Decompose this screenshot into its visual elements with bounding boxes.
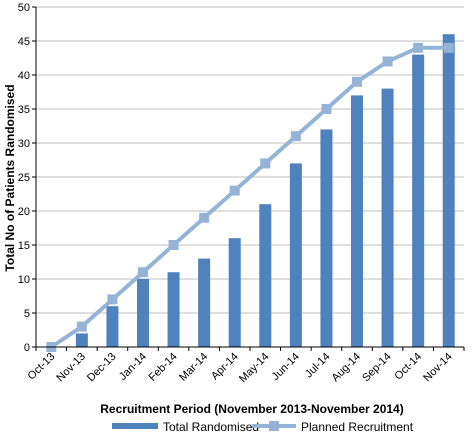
x-tick-label: Nov-14 — [421, 351, 455, 385]
x-tick-label: Aug-14 — [330, 351, 364, 385]
x-tick-label: Nov-13 — [54, 351, 88, 385]
x-tick-label: Mar-14 — [177, 351, 210, 384]
legend-label-total-randomised: Total Randomised — [163, 420, 259, 432]
marker-planned-recruitment — [76, 321, 87, 332]
x-tick-label: Dec-13 — [85, 351, 119, 385]
y-tick-label: 25 — [18, 172, 30, 184]
marker-planned-recruitment — [107, 294, 118, 305]
bar-total-randomised — [259, 204, 272, 347]
x-tick-label: Jan-14 — [117, 351, 149, 383]
y-axis-title: Total No of Patients Randomised — [3, 84, 17, 271]
bar-total-randomised — [228, 238, 241, 347]
bar-total-randomised — [137, 279, 149, 347]
y-tick-label: 30 — [18, 138, 30, 150]
marker-planned-recruitment — [168, 240, 179, 250]
x-tick-label: Jul-14 — [303, 351, 333, 381]
legend-swatch-total-randomised — [112, 423, 158, 429]
y-tick-label: 5 — [24, 308, 30, 320]
line-planned-recruitment — [46, 42, 454, 352]
marker-planned-recruitment — [229, 185, 240, 196]
marker-planned-recruitment — [352, 76, 362, 87]
x-tick-label: Feb-14 — [147, 351, 180, 384]
y-tick-label: 20 — [18, 206, 30, 218]
legend: Total Randomised Planned Recruitment — [112, 420, 414, 432]
y-tick-label: 35 — [18, 104, 30, 116]
series-line-planned-recruitment — [50, 45, 449, 349]
bar-total-randomised — [289, 163, 302, 347]
bar-total-randomised — [198, 258, 211, 347]
x-tick-label: May-14 — [237, 351, 271, 385]
bar-total-randomised — [351, 95, 363, 348]
x-tick-label: Oct-14 — [392, 351, 424, 383]
bar-total-randomised — [167, 272, 180, 347]
bar-total-randomised — [106, 306, 119, 347]
marker-planned-recruitment — [443, 42, 454, 53]
y-tick-label: 50 — [18, 2, 30, 14]
marker-planned-recruitment — [290, 131, 301, 142]
marker-planned-recruitment — [321, 104, 332, 114]
bars-total-randomised — [75, 34, 455, 348]
x-tick-labels: Oct-13Nov-13Dec-13Jan-14Feb-14Mar-14Apr-… — [26, 351, 455, 385]
bar-total-randomised — [75, 333, 88, 347]
bar-total-randomised — [320, 129, 333, 347]
y-tick-label: 40 — [18, 70, 30, 82]
marker-planned-recruitment — [413, 42, 424, 53]
axes — [32, 6, 465, 351]
y-tick-label: 10 — [18, 274, 30, 286]
marker-planned-recruitment — [382, 56, 393, 67]
x-axis-title: Recruitment Period (November 2013-Novemb… — [100, 402, 403, 416]
legend-marker-planned-recruitment — [269, 421, 279, 431]
y-tick-labels: 0 5 10 15 20 25 30 35 40 45 50 — [18, 2, 30, 354]
y-tick-label: 45 — [18, 36, 30, 48]
bar-total-randomised — [412, 54, 425, 347]
x-tick-label: Jun-14 — [270, 351, 302, 383]
x-tick-label: Oct-13 — [26, 351, 58, 383]
marker-planned-recruitment — [138, 267, 148, 278]
x-tick-label: Sep-14 — [360, 351, 394, 385]
legend-label-planned-recruitment: Planned Recruitment — [301, 420, 414, 432]
marker-planned-recruitment — [260, 158, 271, 169]
bar-total-randomised — [381, 88, 394, 347]
bar-total-randomised — [442, 34, 455, 347]
y-tick-label: 15 — [18, 240, 30, 252]
x-tick-label: Apr-14 — [209, 351, 241, 383]
y-tick-label: 0 — [24, 342, 30, 354]
marker-planned-recruitment — [199, 212, 210, 223]
